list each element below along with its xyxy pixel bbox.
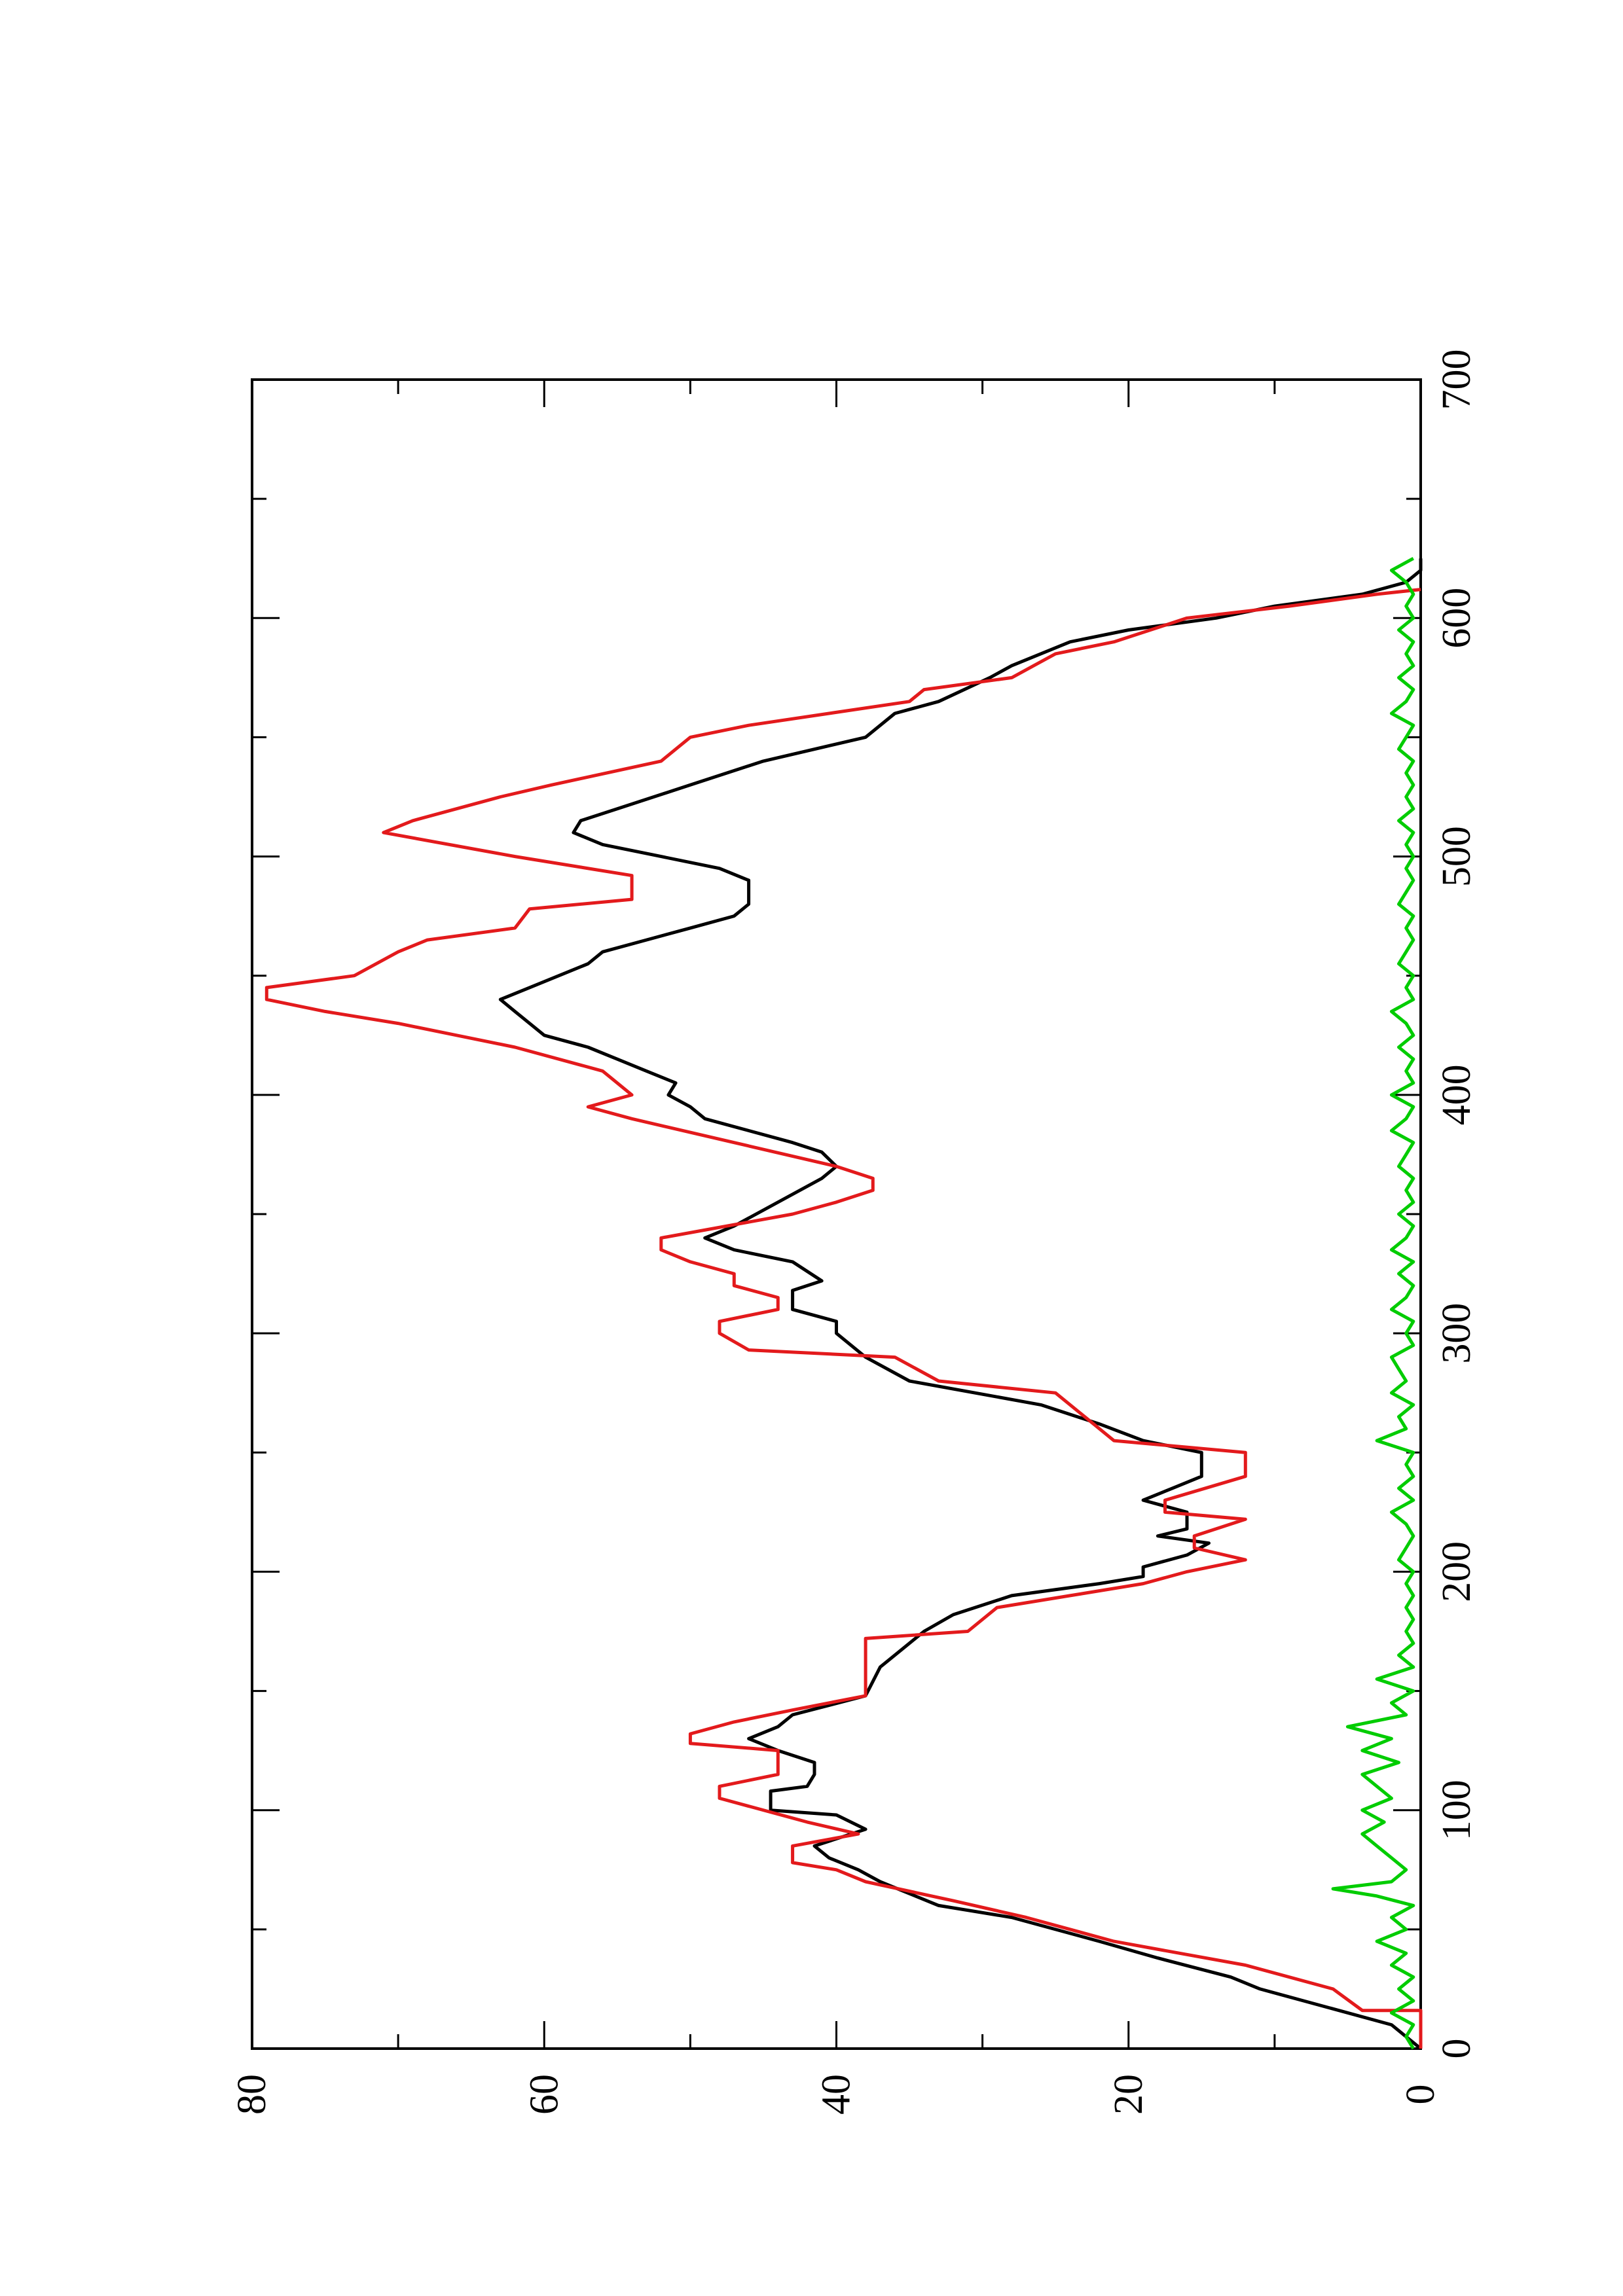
green-series-line <box>1331 557 1415 2050</box>
x-tick-label: 0 <box>1434 2039 1479 2059</box>
y-tick-label: 0 <box>1398 2085 1443 2105</box>
plot-area <box>264 557 1423 2050</box>
plot-frame <box>251 378 1422 2050</box>
axes <box>251 378 1422 2050</box>
x-tick-label: 200 <box>1434 1541 1479 1602</box>
y-tick-label: 40 <box>814 2074 859 2115</box>
x-tick-label: 300 <box>1434 1303 1479 1364</box>
black-series-line <box>498 558 1423 2050</box>
y-tick-label: 80 <box>230 2074 274 2115</box>
y-tick-label: 20 <box>1106 2074 1151 2115</box>
red-series-line <box>264 588 1423 2049</box>
y-tick-label: 60 <box>522 2074 566 2115</box>
tick-labels: 0 100 200 300 400 500 600 700 0 20 40 60 80 <box>230 350 1479 2115</box>
x-tick-label: 100 <box>1434 1780 1479 1840</box>
x-tick-label: 500 <box>1434 826 1479 887</box>
x-tick-label: 700 <box>1434 350 1479 410</box>
x-tick-label: 600 <box>1434 588 1479 649</box>
x-tick-label: 400 <box>1434 1064 1479 1125</box>
